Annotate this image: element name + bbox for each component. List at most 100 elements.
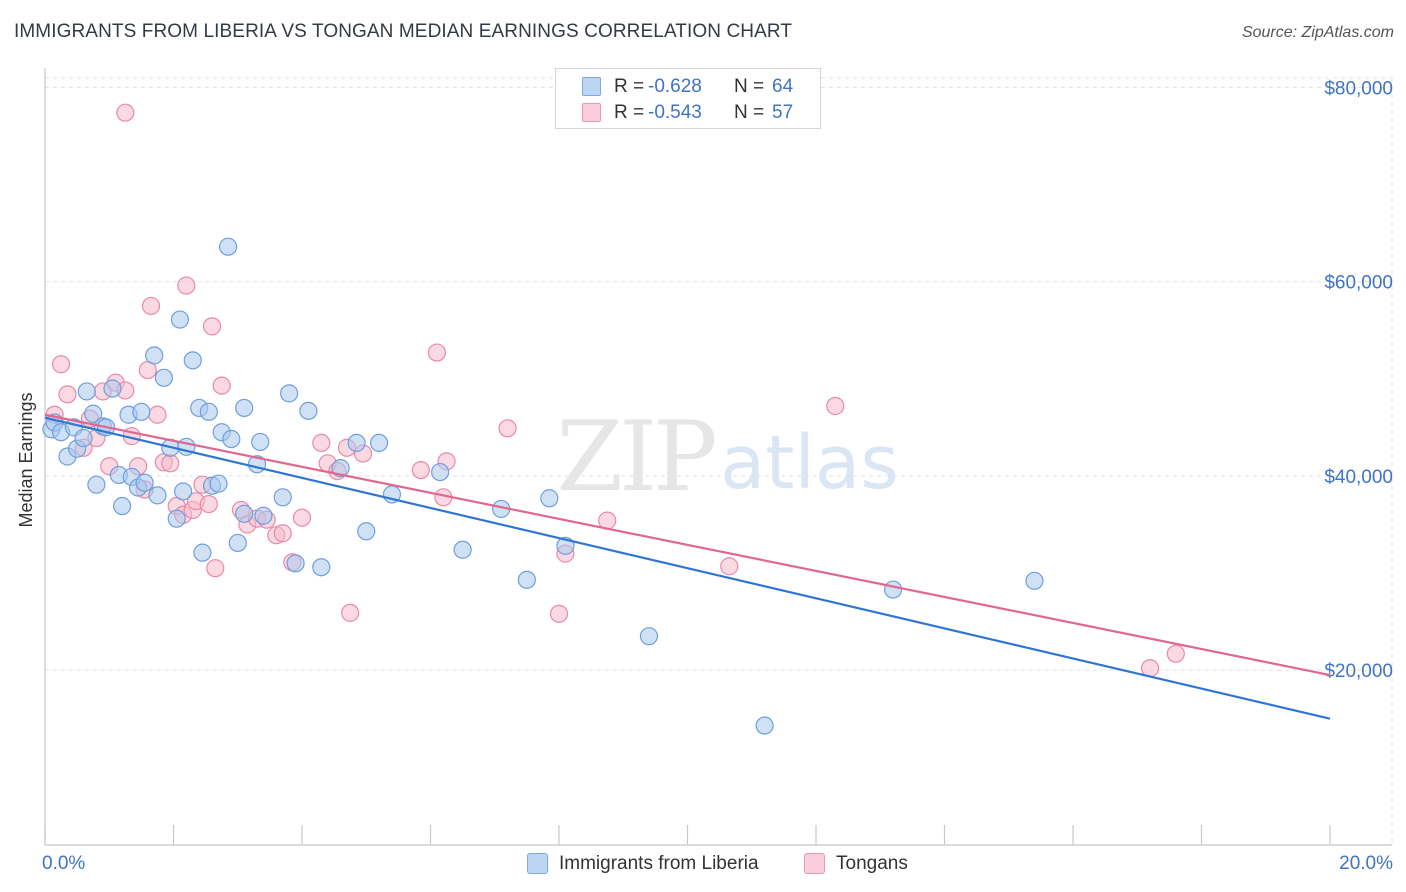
data-point-liberia [209,474,228,493]
data-point-tongans [498,419,517,438]
data-point-tongans [549,604,569,623]
gridlines [45,77,1393,845]
data-point-liberia [170,310,190,329]
data-point-liberia [639,627,659,646]
data-point-liberia [370,433,389,453]
data-point-liberia [235,398,254,418]
data-point-liberia [251,432,270,452]
data-point-tongans [292,508,312,527]
data-point-liberia [112,496,132,516]
legend-n-value: 64 [772,76,794,97]
data-point-liberia [174,482,193,501]
data-point-tongans [720,557,739,576]
data-point-tongans [148,405,167,424]
tick-labels: $20,000 $40,000 $60,000 $80,000 0.0% 20.0% [42,78,1393,874]
legend-label-liberia: Immigrants from Liberia [559,853,759,874]
data-point-liberia [299,401,318,420]
y-tick-label: $80,000 [1324,78,1393,99]
data-point-liberia [883,580,903,599]
data-point-liberia [431,462,450,482]
series-liberia-points [42,237,1044,735]
legend-label-tongans: Tongans [836,853,908,874]
watermark: ZIP atlas [556,401,898,513]
data-point-liberia [517,570,536,589]
watermark-atlas: atlas [720,420,899,506]
legend-n-label: N = [734,76,765,97]
data-point-tongans [58,385,77,404]
data-point-liberia [347,433,366,453]
data-point-liberia [540,489,559,508]
data-point-tongans [273,524,292,543]
data-point-liberia [235,504,254,523]
data-point-tongans [411,460,430,480]
data-point-liberia [286,554,305,573]
data-point-liberia [280,384,299,403]
legend-n-value: 57 [772,102,794,123]
data-point-liberia [1025,571,1044,590]
chart-title: IMMIGRANTS FROM LIBERIA VS TONGAN MEDIAN… [14,21,793,42]
data-point-tongans [826,396,845,416]
watermark-zip: ZIP [556,401,715,513]
source-label: Source: ZipAtlas.com [1241,24,1394,41]
trend-line-liberia [44,416,1331,720]
data-point-liberia [228,533,247,553]
trend-line-tongans [44,413,1331,677]
y-tick-label: $40,000 [1324,467,1393,488]
x-tick-label: 20.0% [1339,853,1393,874]
data-point-tongans [1166,644,1185,663]
data-point-liberia [331,459,350,478]
data-point-liberia [154,368,173,387]
legend-swatch-liberia [582,77,601,96]
data-point-tongans [161,454,180,473]
series-tongans-points [45,103,1185,678]
data-point-tongans [206,559,225,578]
data-point-liberia [193,543,212,562]
data-point-tongans [341,603,360,622]
data-point-tongans [312,433,331,453]
y-axis-label: Median Earnings [16,392,36,527]
legend-swatch-liberia [527,853,548,874]
data-point-tongans [177,276,196,295]
data-point-tongans [427,343,447,362]
data-point-liberia [145,346,164,365]
data-point-tongans [199,494,218,514]
legend-n-label: N = [734,102,765,123]
data-point-liberia [755,716,774,735]
data-point-liberia [167,509,186,528]
legend-r-value: -0.628 [648,76,702,97]
data-point-liberia [199,402,218,421]
x-tick-label: 0.0% [42,853,85,874]
data-point-tongans [141,296,161,316]
data-point-liberia [148,486,167,505]
legend-r-value: -0.543 [648,102,702,123]
data-point-liberia [77,382,96,401]
data-point-liberia [87,475,106,494]
correlation-legend: R = -0.628 N = 64 R = -0.543 N = 57 [555,68,821,129]
data-point-liberia [219,237,238,256]
data-point-liberia [132,402,151,421]
axes [44,68,1392,846]
data-point-liberia [183,351,202,370]
legend-swatch-tongans [582,103,601,122]
data-point-liberia [312,558,331,577]
data-point-tongans [212,376,231,395]
legend-r-label: R = [614,76,645,97]
data-point-liberia [222,429,241,449]
data-point-liberia [357,522,376,541]
trend-lines [44,413,1331,720]
y-tick-label: $20,000 [1324,661,1393,682]
data-point-liberia [135,473,154,492]
series-legend: Immigrants from Liberia Tongans [0,852,1406,878]
y-tick-label: $60,000 [1324,273,1393,294]
data-point-tongans [51,355,71,374]
data-point-liberia [74,428,93,448]
data-point-liberia [84,404,103,423]
data-point-liberia [273,488,292,507]
legend-r-label: R = [614,102,645,123]
data-point-tongans [116,103,135,122]
data-point-liberia [254,506,273,525]
data-point-liberia [103,379,122,398]
data-point-liberia [453,540,472,559]
data-point-tongans [202,317,222,336]
